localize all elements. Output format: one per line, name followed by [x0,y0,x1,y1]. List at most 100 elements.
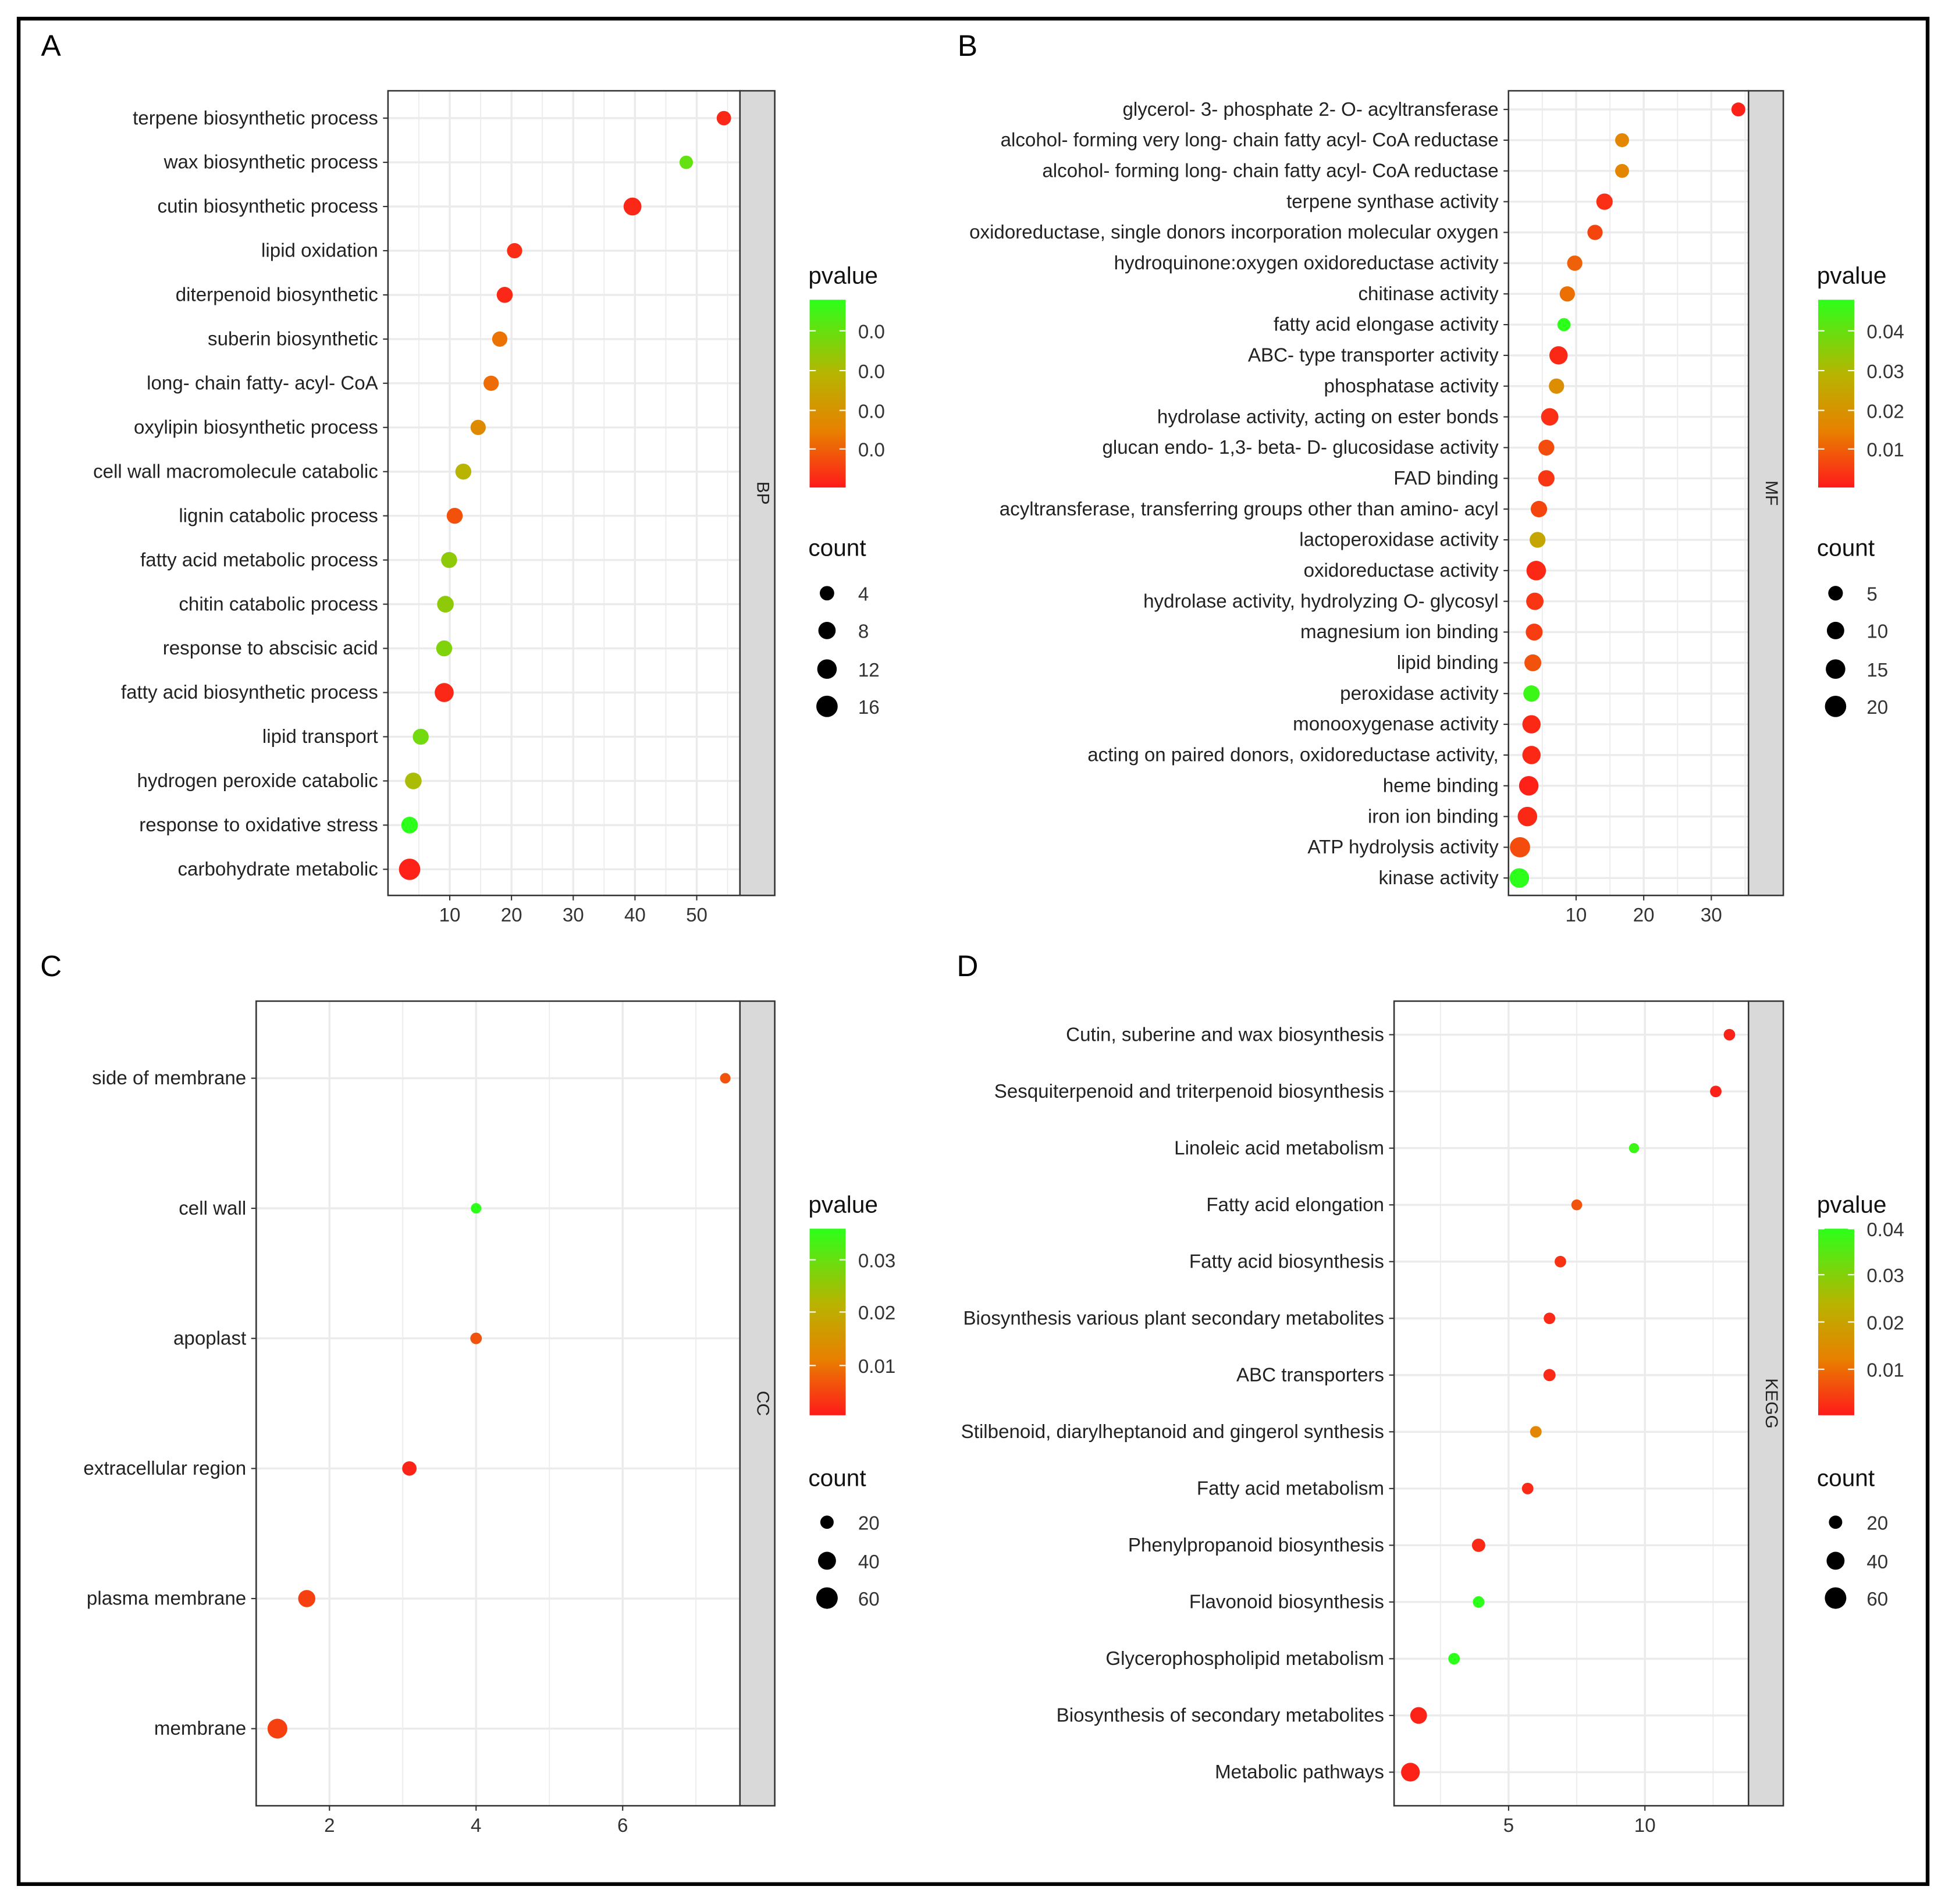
y-tick-label: apoplast [173,1328,246,1349]
x-tick-label: 10 [439,905,461,926]
y-tick-label: oxylipin biosynthetic process [134,417,378,438]
y-tick-label: response to oxidative stress [139,814,378,836]
data-point [1401,1763,1420,1782]
color-bar-label: 0.0 [858,401,885,422]
data-point [470,1332,482,1344]
y-tick-label: lipid binding [1397,652,1499,674]
plot-area [1508,91,1749,896]
data-point [1471,1538,1485,1552]
y-tick-label: iron ion binding [1368,806,1499,827]
y-tick-label: lignin catabolic process [179,505,378,526]
panel-D: D Cutin, suberine and wax biosynthesis Ses… [957,949,1904,1837]
color-bar-label: 0.02 [1866,1312,1904,1334]
data-point [1517,806,1538,827]
data-point [298,1590,315,1607]
legend-size-title: count [1817,1465,1875,1492]
data-point [405,773,422,789]
data-point [1615,133,1629,147]
data-point [1510,837,1530,857]
size-key-label: 4 [858,584,869,606]
plot-area [1394,1001,1749,1806]
color-bar [809,300,846,488]
legend-color-title: pvalue [808,262,878,289]
size-key-label: 20 [858,1513,880,1535]
color-bar-label: 0.0 [858,321,885,343]
size-key-label: 8 [858,621,869,643]
data-point [1543,1369,1556,1382]
y-tick-label: alcohol- forming long- chain fatty acyl-… [1042,161,1498,182]
data-point [1731,102,1745,117]
data-point [1559,286,1575,302]
data-point [471,1203,482,1214]
y-tick-label: fatty acid elongase activity [1274,314,1499,336]
color-bar-label: 0.03 [1866,1265,1904,1287]
y-tick-label: side of membrane [92,1067,246,1089]
size-key-label: 40 [1866,1551,1888,1573]
data-point [1587,225,1603,240]
y-tick-label: carbohydrate metabolic [177,859,378,880]
data-point [1628,1143,1640,1154]
x-tick-label: 6 [617,1815,628,1837]
data-point [1526,561,1546,581]
y-tick-label: hydrolase activity, hydrolyzing O- glyco… [1143,590,1499,612]
data-point [1522,715,1541,734]
x-tick-label: 4 [471,1815,481,1837]
x-tick-label: 40 [624,905,646,926]
data-point [1538,470,1555,487]
x-tick-label: 10 [1634,1815,1656,1837]
y-tick-label: extracellular region [83,1458,246,1479]
size-key [1828,586,1843,601]
legend-color-title: pvalue [808,1191,878,1218]
x-tick-label: 2 [324,1815,335,1837]
y-tick-label: kinase activity [1378,867,1499,889]
color-bar-label: 0.0 [858,440,885,461]
data-point [437,596,454,613]
y-tick-label: terpene synthase activity [1286,191,1499,212]
color-bar-label: 0.01 [858,1356,895,1378]
y-tick-label: fatty acid metabolic process [140,549,378,571]
y-tick-label: terpene biosynthetic process [133,108,378,129]
y-tick-label: phosphatase activity [1324,375,1499,397]
x-tick-label: 5 [1503,1815,1514,1837]
data-point [470,419,486,435]
y-tick-label: oxidoreductase, single donors incorporat… [969,222,1499,243]
y-tick-label: lipid transport [262,726,378,748]
size-key [816,1587,838,1609]
y-tick-label: Sesquiterpenoid and triterpenoid biosynt… [994,1081,1384,1102]
panel-letter: C [40,949,62,983]
color-bar [1818,300,1854,488]
panel-letter: B [958,29,977,62]
color-bar-label: 0.01 [1866,440,1904,461]
y-tick-label: acting on paired donors, oxidoreductase … [1087,745,1498,766]
y-tick-label: cutin biosynthetic process [158,196,378,218]
y-tick-label: FAD binding [1393,468,1498,489]
size-key [820,1515,834,1529]
data-point [623,197,642,216]
data-point [441,551,457,568]
data-point [507,243,522,259]
y-tick-label: membrane [154,1718,246,1739]
data-point [492,331,508,347]
color-bar-label: 0.04 [1866,1219,1904,1241]
y-tick-label: monooxygenase activity [1293,714,1499,735]
y-tick-label: hydrogen peroxide catabolic [137,770,378,792]
size-key-label: 10 [1866,621,1888,643]
data-point [1567,255,1583,271]
data-point [1523,685,1540,702]
y-tick-label: Fatty acid metabolism [1197,1478,1384,1499]
data-point [483,375,499,391]
data-point [1544,1312,1556,1325]
size-key [1826,621,1844,639]
size-key-label: 60 [1866,1589,1888,1610]
data-point [435,683,454,702]
x-tick-label: 30 [1701,905,1722,926]
size-key-label: 12 [858,660,880,681]
data-point [1571,1199,1583,1211]
y-tick-label: ATP hydrolysis activity [1307,837,1499,858]
data-point [455,463,472,480]
size-key [817,1551,836,1570]
y-tick-label: Biosynthesis of secondary metabolites [1057,1705,1384,1727]
y-tick-label: plasma membrane [87,1588,246,1610]
color-bar [809,1229,846,1415]
